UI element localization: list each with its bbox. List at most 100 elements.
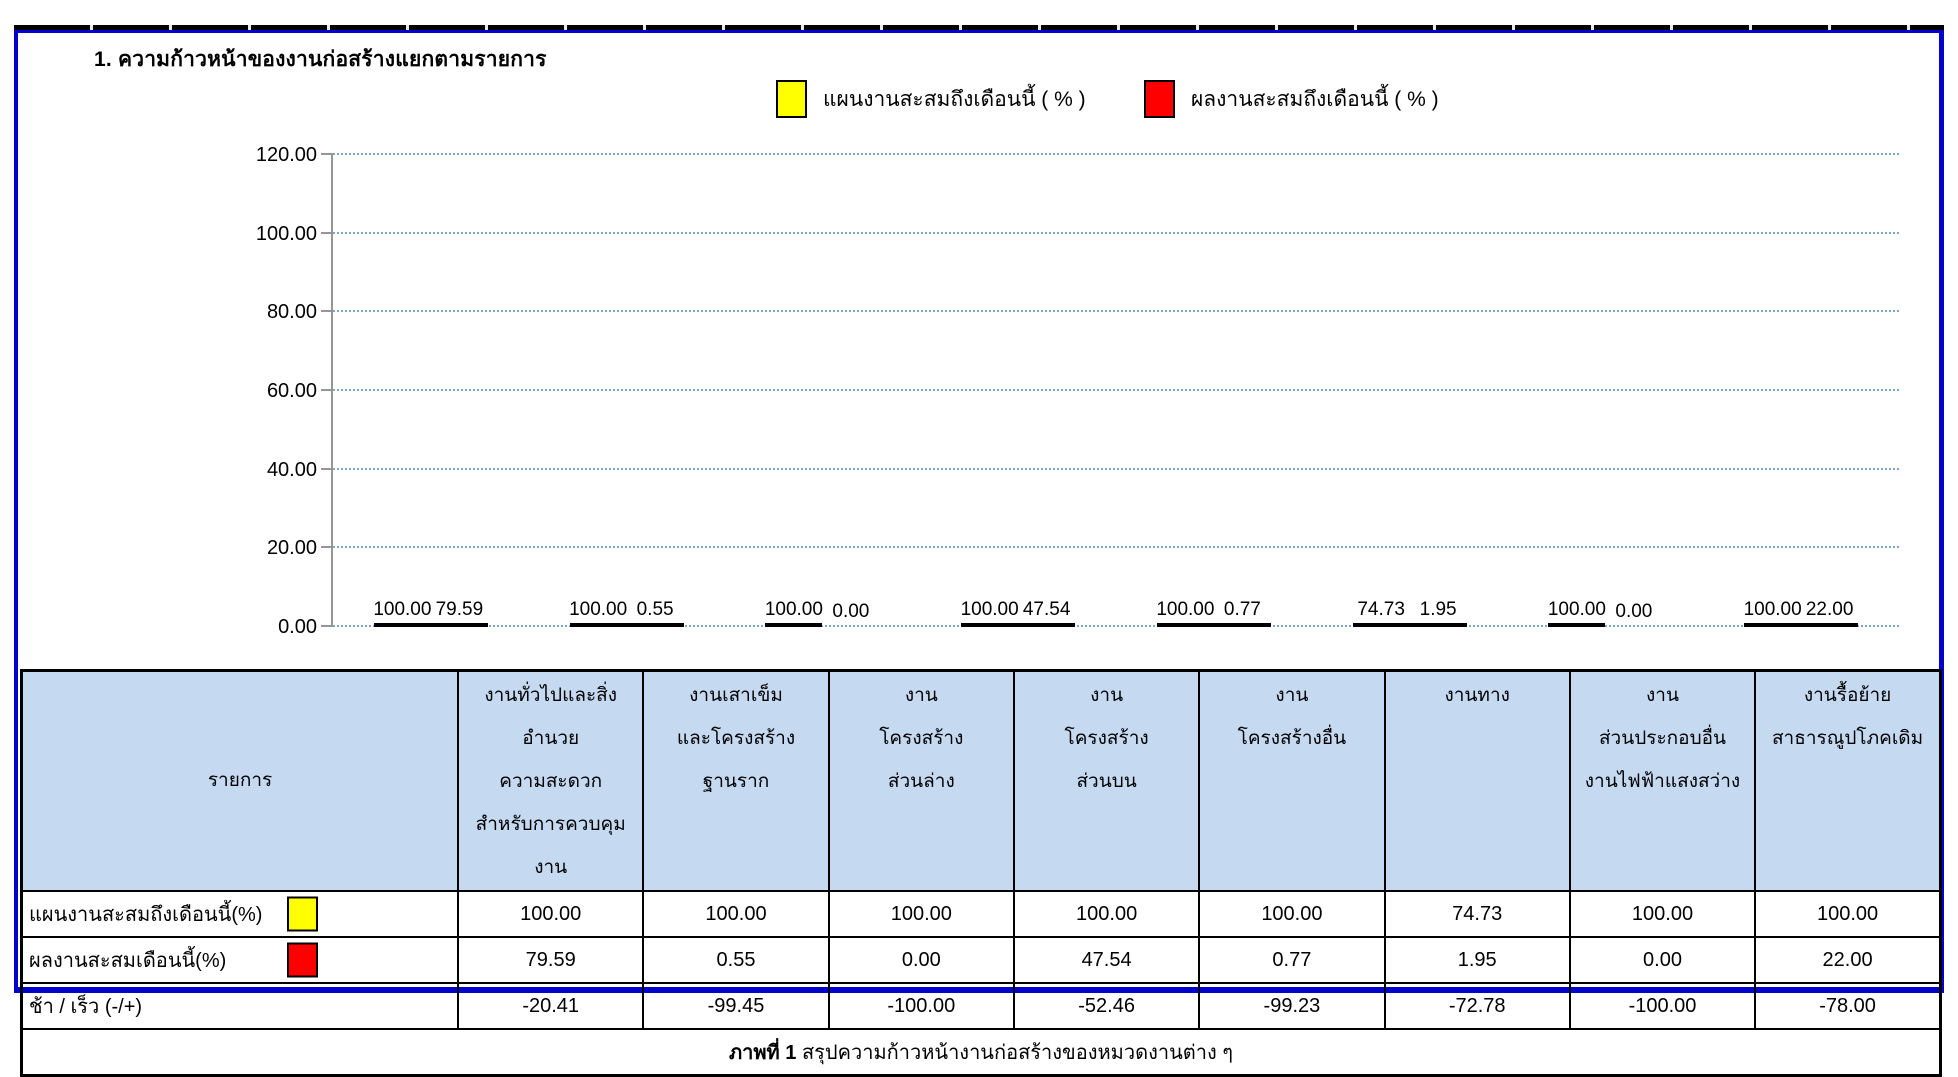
table-row: แผนงานสะสมถึงเดือนนี้(%) 100.00 100.00 100.… <box>20 890 1942 938</box>
plan-bar: 100.00 <box>1744 599 1802 627</box>
caption-prefix: ภาพที่ 1 <box>728 1041 797 1064</box>
header-cell: งานรื้อย้าย สาธารณูปโภคเดิม <box>1754 669 1942 892</box>
value-cell: 0.77 <box>1198 936 1386 984</box>
plan-bar: 100.00 <box>765 599 823 627</box>
bar-value-label: 0.00 <box>832 601 870 622</box>
value-cell: -99.23 <box>1198 982 1386 1030</box>
bar-value-label: 100.00 <box>764 599 823 620</box>
summary-table: รายการ งานทั่วไปและสิ่งอำนวย ความสะดวก สำหร… <box>20 669 1942 1077</box>
bar-value-label: 74.73 <box>1357 599 1405 620</box>
value-cell: 74.73 <box>1383 890 1571 938</box>
actual-swatch <box>1144 80 1175 118</box>
value-cell: 1.95 <box>1383 936 1571 984</box>
plan-bar: 100.00 <box>373 599 431 627</box>
caption-row: ภาพที่ 1 สรุปความก้าวหน้างานก่อสร้างของห… <box>20 1028 1942 1076</box>
plan-bar: 100.00 <box>569 599 627 627</box>
value-cell: -100.00 <box>827 982 1015 1030</box>
y-axis-label: 120.00 <box>255 144 317 166</box>
bar-value-label: 1.95 <box>1419 599 1457 620</box>
y-axis-label: 60.00 <box>266 380 317 402</box>
value-cell: 79.59 <box>457 936 645 984</box>
plan-bar: 100.00 <box>1156 599 1214 627</box>
value-cell: 0.00 <box>1568 936 1757 984</box>
legend-label-actual: ผลงานสะสมถึงเดือนนี้ ( % ) <box>1191 87 1439 111</box>
value-cell: -99.45 <box>642 982 830 1030</box>
table-row: ผลงานสะสมเดือนนี้(%) 79.59 0.55 0.00 47.54 0.… <box>20 936 1942 984</box>
value-cell: 100.00 <box>1754 890 1942 938</box>
bar-value-label: 100.00 <box>1156 599 1215 620</box>
gridline <box>333 467 1899 470</box>
gridline <box>333 546 1899 549</box>
y-axis-label: 0.00 <box>278 616 317 638</box>
bar-value-label: 100.00 <box>960 599 1019 620</box>
report-frame: 1. ความก้าวหน้าของงานก่อสร้างแยกตามรายกา… <box>14 30 1944 1077</box>
bar-group: 100.00 79.59 <box>333 599 529 627</box>
bar-group: 100.00 0.55 <box>529 599 725 627</box>
y-axis-label: 80.00 <box>266 301 317 324</box>
value-cell: 100.00 <box>1568 890 1757 938</box>
bar-value-label: 100.00 <box>373 599 432 620</box>
y-axis-tick <box>321 231 333 234</box>
bar-value-label: 100.00 <box>1743 599 1802 620</box>
bar-value-label: 47.54 <box>1022 599 1071 620</box>
page-title: 1. ความก้าวหน้าของงานก่อสร้างแยกตามรายกา… <box>94 48 547 71</box>
actual-bar: 47.54 <box>1018 599 1076 627</box>
caption-text: สรุปความก้าวหน้างานก่อสร้างของหมวดงานต่า… <box>796 1041 1234 1064</box>
header-cell: งานทาง <box>1383 669 1571 892</box>
actual-bar: 79.59 <box>430 599 488 627</box>
gridline <box>333 389 1899 391</box>
bar-chart-plot: 0.00 20.00 40.00 60.00 80.00 100.00 120.00 100.… <box>256 145 1899 637</box>
gridline <box>333 310 1899 313</box>
bar-value-label: 79.59 <box>435 599 484 620</box>
actual-bar: 1.95 <box>1409 599 1467 627</box>
y-axis-label: 20.00 <box>266 537 317 560</box>
value-cell: -72.78 <box>1383 982 1571 1030</box>
y-axis-label: 100.00 <box>255 222 317 245</box>
gridline <box>333 153 1899 155</box>
row-label: แผนงานสะสมถึงเดือนนี้(%) <box>20 890 460 938</box>
bar-group: 100.00 0.00 <box>725 599 921 627</box>
y-axis-tick <box>321 310 333 313</box>
gridline <box>333 231 1899 234</box>
plan-swatch <box>776 80 807 118</box>
actual-bar: 22.00 <box>1801 599 1859 627</box>
table-caption: ภาพที่ 1 สรุปความก้าวหน้างานก่อสร้างของห… <box>20 1028 1942 1076</box>
bar-value-label: 0.55 <box>636 599 674 620</box>
actual-bar: 0.55 <box>626 599 684 627</box>
value-cell: 100.00 <box>1012 890 1201 938</box>
legend-entry-plan: แผนงานสะสมถึงเดือนนี้ ( % ) <box>776 80 1086 118</box>
value-cell: -100.00 <box>1568 982 1757 1030</box>
actual-bar: 0.77 <box>1213 599 1271 627</box>
plan-row-swatch <box>287 896 318 932</box>
header-cell: งานเสาเข็ม และโครงสร้าง ฐานราก <box>642 669 830 892</box>
y-axis-tick <box>321 546 333 549</box>
table-row: ช้า / เร็ว (-/+) -20.41 -99.45 -100.00 -52.4… <box>20 982 1942 1030</box>
bar-value-label: 100.00 <box>569 599 628 620</box>
bar-value-label: 100.00 <box>1547 599 1606 620</box>
y-axis-label: 40.00 <box>266 458 317 481</box>
value-cell: -20.41 <box>457 982 645 1030</box>
bar-groups: 100.00 79.59 100.00 0.55 100.00 0.00 100.00 47.… <box>333 155 1899 627</box>
header-cell: รายการ <box>20 669 460 892</box>
y-axis-tick <box>321 625 333 627</box>
bar-value-label: 0.00 <box>1615 601 1653 622</box>
header-cell: งาน โครงสร้าง ส่วนล่าง <box>827 669 1015 892</box>
value-cell: 0.55 <box>642 936 830 984</box>
bar-group: 100.00 22.00 <box>1703 599 1899 627</box>
value-cell: 47.54 <box>1012 936 1201 984</box>
bar-group: 100.00 47.54 <box>920 599 1116 627</box>
value-cell: 0.00 <box>827 936 1015 984</box>
value-cell: -78.00 <box>1754 982 1942 1030</box>
value-cell: 100.00 <box>827 890 1015 938</box>
y-axis-tick <box>321 467 333 470</box>
bar-value-label: 22.00 <box>1805 599 1854 620</box>
header-cell: งานทั่วไปและสิ่งอำนวย ความสะดวก สำหรับการค… <box>457 669 645 892</box>
y-axis-tick <box>321 389 333 391</box>
gridline <box>333 625 1899 627</box>
legend-entry-actual: ผลงานสะสมถึงเดือนนี้ ( % ) <box>1144 80 1439 118</box>
plan-bar: 100.00 <box>961 599 1019 627</box>
header-cell: งาน โครงสร้างอื่น <box>1198 669 1386 892</box>
value-cell: 100.00 <box>457 890 645 938</box>
header-cell: งาน โครงสร้าง ส่วนบน <box>1012 669 1201 892</box>
row-label: ผลงานสะสมเดือนนี้(%) <box>20 936 460 984</box>
